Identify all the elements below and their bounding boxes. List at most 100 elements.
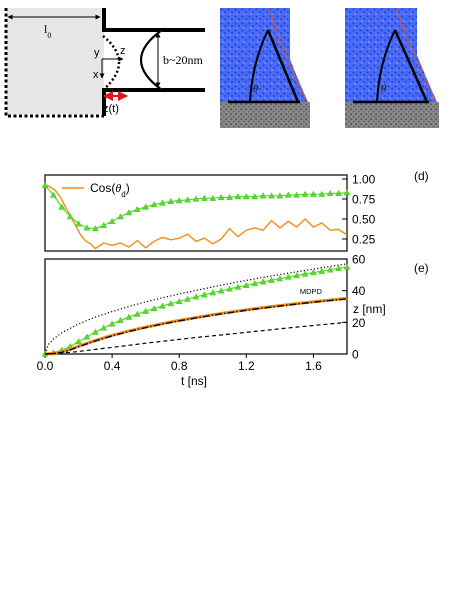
snapshot-1: θ bbox=[220, 8, 310, 128]
data-point-triangle bbox=[150, 305, 158, 312]
panel-e-x-ticks: 0.0 0.4 0.8 1.2 1.6 bbox=[37, 354, 322, 373]
panel-e-label: (e) bbox=[414, 261, 429, 275]
data-point-triangle bbox=[133, 205, 141, 213]
data-point-triangle bbox=[326, 189, 334, 197]
data-point-triangle bbox=[343, 189, 351, 196]
data-point-triangle bbox=[217, 287, 225, 294]
data-point-triangle bbox=[192, 293, 200, 300]
data-point-triangle bbox=[234, 283, 242, 290]
initial-interface-dotted-arc bbox=[102, 35, 121, 91]
data-point-triangle bbox=[108, 217, 116, 225]
data-point-triangle bbox=[58, 203, 66, 210]
zt-label: z(t) bbox=[103, 103, 119, 115]
x-tick-label: 1.2 bbox=[238, 359, 255, 373]
data-point-triangle bbox=[167, 197, 175, 205]
x-tick-label: 0.0 bbox=[37, 359, 54, 373]
y-axis-label: y bbox=[94, 47, 100, 59]
legend-label: Cos(θd) bbox=[90, 181, 130, 199]
data-point-triangle bbox=[125, 313, 133, 320]
y-tick-label: 0.50 bbox=[352, 213, 376, 227]
y-tick-label: 60 bbox=[352, 253, 366, 267]
panel-d: 1.00 0.75 0.50 0.25 Cos(θd) (d) bbox=[41, 169, 429, 252]
data-point-triangle bbox=[217, 193, 225, 201]
snapshot-wall bbox=[345, 102, 439, 128]
data-point-triangle bbox=[175, 297, 183, 304]
reservoir-left-dashed-edge bbox=[4, 8, 104, 118]
contact-angle-label: θ bbox=[253, 83, 259, 95]
data-point-triangle bbox=[318, 267, 326, 274]
series-line-dashdot bbox=[44, 298, 348, 355]
data-point-triangle bbox=[159, 302, 166, 309]
b-label: b~20nm bbox=[163, 53, 203, 67]
data-point-triangle bbox=[293, 272, 301, 279]
data-point-triangle bbox=[335, 264, 342, 271]
snapshot-wall bbox=[220, 102, 310, 128]
series-line-dashed bbox=[44, 321, 348, 355]
x-axis-label: x bbox=[93, 69, 99, 81]
data-point-triangle bbox=[284, 273, 292, 280]
data-point-triangle bbox=[209, 289, 217, 296]
x-tick-label: 1.6 bbox=[305, 359, 322, 373]
data-point-triangle bbox=[318, 190, 326, 197]
data-point-triangle bbox=[167, 300, 175, 307]
tangent-line bbox=[266, 29, 300, 103]
data-point-triangle bbox=[251, 280, 259, 287]
data-point-triangle bbox=[184, 295, 191, 302]
data-point-triangle bbox=[125, 209, 133, 216]
data-point-triangle bbox=[259, 192, 267, 199]
y-tick-label: 0 bbox=[352, 348, 359, 362]
data-point-triangle bbox=[175, 197, 183, 204]
data-point-triangle bbox=[142, 203, 150, 210]
data-point-triangle bbox=[259, 278, 267, 285]
data-point-triangle bbox=[184, 196, 191, 203]
data-point-triangle bbox=[276, 192, 284, 199]
series-line-orange bbox=[44, 183, 348, 250]
l0-label: l0 bbox=[44, 22, 51, 40]
data-point-triangle bbox=[293, 191, 301, 198]
snapshot-meniscus-surface bbox=[396, 9, 436, 101]
mdpd-annotation: MDPD bbox=[300, 287, 323, 296]
data-point-triangle bbox=[117, 316, 124, 323]
data-point-triangle bbox=[50, 191, 57, 198]
data-point-triangle bbox=[209, 194, 217, 201]
panel-e: 0 20 40 60 0.0 0.4 0.8 1.2 1.6 MDPD z [nm] t [n… bbox=[37, 253, 429, 389]
data-point-triangle bbox=[335, 189, 342, 197]
data-point-triangle bbox=[201, 291, 208, 298]
contact-angle-label: θ bbox=[381, 83, 387, 95]
data-point-triangle bbox=[150, 201, 158, 208]
channel-bottom-wall bbox=[102, 88, 205, 116]
panel-d-series bbox=[41, 181, 351, 250]
y-tick-label: 0.25 bbox=[352, 233, 376, 247]
data-point-triangle bbox=[91, 225, 99, 232]
channel-top-wall bbox=[102, 8, 205, 32]
data-point-triangle bbox=[268, 192, 275, 199]
data-point-triangle bbox=[301, 190, 309, 197]
data-point-triangle bbox=[284, 191, 292, 198]
data-point-triangle bbox=[133, 310, 141, 317]
x-axis-title: t [ns] bbox=[181, 374, 207, 388]
panel-e-frame bbox=[44, 258, 348, 355]
data-point-triangle bbox=[159, 199, 166, 206]
data-point-triangle bbox=[192, 195, 200, 202]
panel-d-label: (d) bbox=[414, 169, 429, 183]
data-point-triangle bbox=[242, 281, 250, 288]
legend: Cos(θd) bbox=[62, 181, 130, 199]
x-tick-label: 0.8 bbox=[171, 359, 188, 373]
reservoir bbox=[6, 8, 104, 114]
data-point-triangle bbox=[66, 213, 74, 220]
data-point-triangle bbox=[83, 224, 91, 231]
tangent-line bbox=[393, 29, 429, 103]
snapshot-2: θ bbox=[345, 8, 439, 128]
data-point-triangle bbox=[100, 324, 108, 331]
contact-angle-arc bbox=[376, 29, 396, 103]
contact-angle-arc bbox=[249, 29, 269, 103]
data-point-triangle bbox=[117, 213, 124, 220]
panel-e-series bbox=[41, 263, 351, 357]
data-point-triangle bbox=[75, 338, 82, 345]
snapshot-meniscus-surface bbox=[269, 9, 307, 101]
data-point-triangle bbox=[276, 275, 284, 282]
data-point-triangle bbox=[301, 270, 309, 277]
schematic: l0 y z x z(t) b~20nm bbox=[4, 8, 205, 118]
series-line-dotted bbox=[44, 263, 348, 355]
